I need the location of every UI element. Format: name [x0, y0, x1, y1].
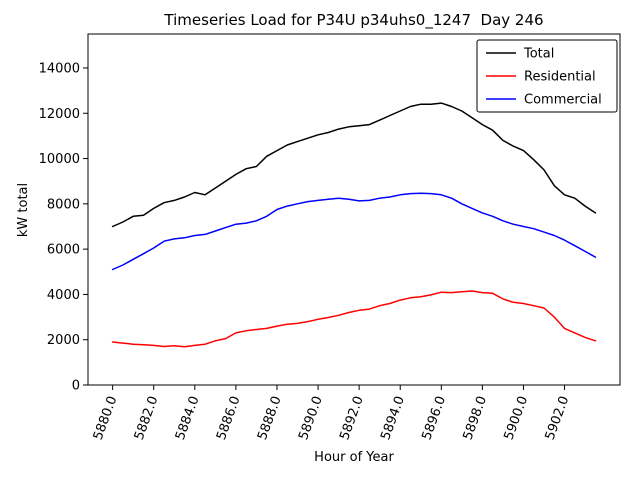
y-tick-label: 4000 [47, 288, 80, 303]
chart-title: Timeseries Load for P34U p34uhs0_1247 Da… [163, 11, 543, 30]
legend-label-residential: Residential [524, 70, 596, 85]
x-axis-label: Hour of Year [314, 450, 394, 465]
x-tick-label: 5902.0 [543, 394, 573, 442]
axes-border [87, 33, 621, 386]
x-tick-label: 5896.0 [419, 394, 449, 442]
x-tick-label: 5888.0 [255, 394, 285, 442]
y-axis-label: kW total [16, 183, 31, 237]
y-tick-label: 10000 [39, 152, 80, 167]
legend-label-total: Total [523, 47, 554, 62]
series-line-total [111, 102, 597, 228]
y-tick-label: 12000 [39, 107, 80, 122]
y-tick-label: 14000 [39, 61, 80, 76]
x-tick-label: 5890.0 [296, 394, 326, 442]
y-tick-label: 6000 [47, 243, 80, 258]
series-lines [111, 102, 597, 348]
y-tick-label: 8000 [47, 197, 80, 212]
series-line-residential [111, 290, 597, 348]
series-line-commercial [111, 192, 597, 271]
x-tick-label: 5882.0 [132, 394, 162, 442]
y-tick-label: 2000 [47, 333, 80, 348]
legend-label-commercial: Commercial [524, 93, 602, 108]
x-tick-label: 5894.0 [378, 394, 408, 442]
legend-box [476, 39, 618, 113]
legend: Total Residential Commercial [476, 39, 618, 113]
x-tick-label: 5892.0 [337, 394, 367, 442]
x-tick-label: 5884.0 [173, 394, 203, 442]
x-tick-label: 5900.0 [502, 394, 532, 442]
x-tick-label: 5880.0 [91, 394, 121, 442]
y-tick-label: 0 [72, 379, 80, 394]
x-tick-label: 5886.0 [214, 394, 244, 442]
x-tick-label: 5898.0 [460, 394, 490, 442]
